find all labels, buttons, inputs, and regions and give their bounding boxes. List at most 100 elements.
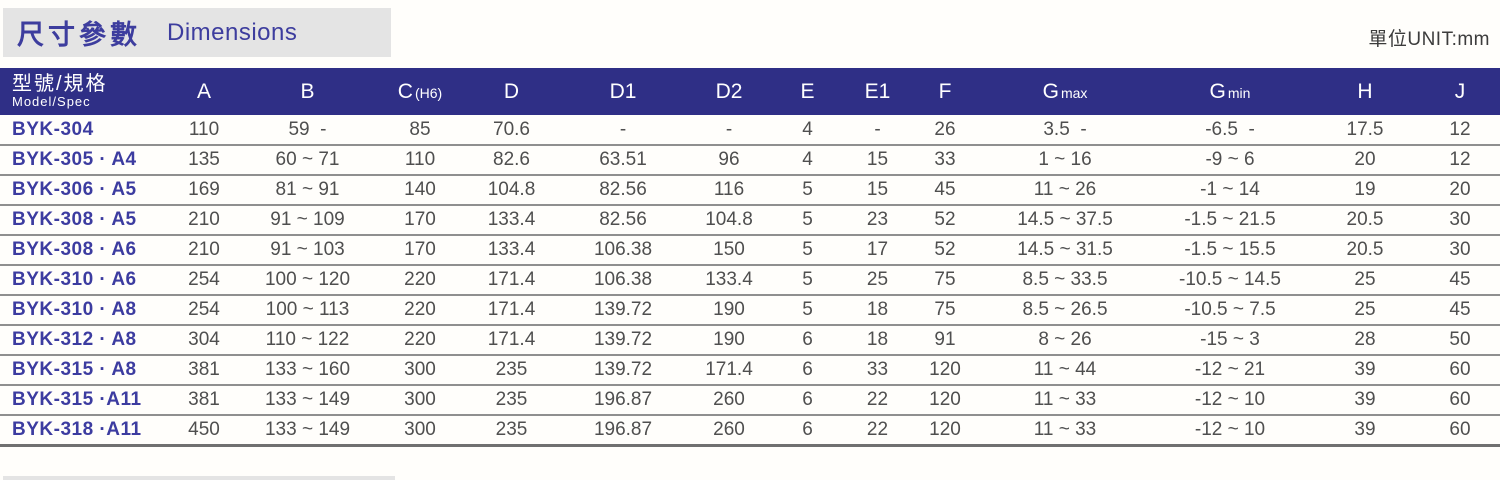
cell-C: 140 <box>375 175 465 206</box>
cell-A: 210 <box>168 205 240 236</box>
cell-D: 70.6 <box>465 115 558 146</box>
section-title-zh: 尺寸參數 <box>17 20 141 50</box>
cell-F: 75 <box>910 295 980 326</box>
column-header-J: J <box>1420 68 1500 115</box>
cell-D: 235 <box>465 415 558 447</box>
column-header-E1: E1 <box>845 68 910 115</box>
column-header-B: B <box>240 68 375 115</box>
cell-D1: - <box>558 115 688 146</box>
cell-B: 133 ~ 149 <box>240 385 375 416</box>
cell-Gmin: -6.5 - <box>1150 115 1310 146</box>
cell-H: 20.5 <box>1310 235 1420 266</box>
cell-E: 4 <box>770 115 845 146</box>
cell-H: 25 <box>1310 295 1420 326</box>
cell-J: 30 <box>1420 235 1500 266</box>
cell-J: 50 <box>1420 325 1500 356</box>
table-row: BYK-306 · A5 169 81 ~ 91 140 104.8 82.56 116 5 1… <box>0 175 1500 206</box>
cell-C: 300 <box>375 355 465 386</box>
cell-A: 210 <box>168 235 240 266</box>
model-cell: BYK-315 ·A11 <box>0 385 168 416</box>
column-header-model: 型號/規格 Model/Spec <box>0 68 168 115</box>
cell-B: 100 ~ 120 <box>240 265 375 296</box>
model-cell: BYK-308 · A6 <box>0 235 168 266</box>
cell-F: 75 <box>910 265 980 296</box>
cell-D2: 260 <box>688 385 770 416</box>
model-cell: BYK-315 · A8 <box>0 355 168 386</box>
table-row: BYK-315 · A8 381 133 ~ 160 300 235 139.72 171.… <box>0 355 1500 386</box>
cell-J: 45 <box>1420 265 1500 296</box>
cell-E1: 18 <box>845 295 910 326</box>
cell-C: 300 <box>375 385 465 416</box>
next-section-title-box <box>3 476 395 480</box>
section-title-box: 尺寸參數 Dimensions <box>3 8 391 57</box>
model-cell: BYK-318 ·A11 <box>0 415 168 447</box>
cell-J: 45 <box>1420 295 1500 326</box>
cell-D1: 82.56 <box>558 205 688 236</box>
cell-F: 45 <box>910 175 980 206</box>
cell-H: 39 <box>1310 355 1420 386</box>
cell-A: 254 <box>168 265 240 296</box>
cell-D1: 139.72 <box>558 325 688 356</box>
model-cell: BYK-312 · A8 <box>0 325 168 356</box>
cell-D2: 260 <box>688 415 770 447</box>
cell-E: 5 <box>770 265 845 296</box>
cell-B: 81 ~ 91 <box>240 175 375 206</box>
cell-D2: 104.8 <box>688 205 770 236</box>
cell-C: 220 <box>375 295 465 326</box>
cell-F: 26 <box>910 115 980 146</box>
cell-E1: 15 <box>845 145 910 176</box>
cell-Gmax: 11 ~ 33 <box>980 385 1150 416</box>
cell-E1: 22 <box>845 415 910 447</box>
cell-D: 171.4 <box>465 265 558 296</box>
cell-Gmax: 14.5 ~ 37.5 <box>980 205 1150 236</box>
cell-J: 12 <box>1420 145 1500 176</box>
cell-Gmax: 14.5 ~ 31.5 <box>980 235 1150 266</box>
cell-H: 20.5 <box>1310 205 1420 236</box>
cell-B: 133 ~ 149 <box>240 415 375 447</box>
table-row: BYK-318 ·A11 450 133 ~ 149 300 235 196.87 260 6… <box>0 415 1500 447</box>
cell-Gmin: -10.5 ~ 7.5 <box>1150 295 1310 326</box>
cell-J: 60 <box>1420 355 1500 386</box>
cell-Gmax: 11 ~ 33 <box>980 415 1150 447</box>
cell-C: 220 <box>375 265 465 296</box>
cell-F: 120 <box>910 385 980 416</box>
cell-C: 110 <box>375 145 465 176</box>
model-cell: BYK-310 · A8 <box>0 295 168 326</box>
cell-B: 91 ~ 109 <box>240 205 375 236</box>
cell-H: 17.5 <box>1310 115 1420 146</box>
model-cell: BYK-310 · A6 <box>0 265 168 296</box>
cell-H: 28 <box>1310 325 1420 356</box>
cell-D: 133.4 <box>465 205 558 236</box>
cell-D1: 63.51 <box>558 145 688 176</box>
table-row: BYK-310 · A6 254 100 ~ 120 220 171.4 106.38 13… <box>0 265 1500 296</box>
cell-E: 6 <box>770 355 845 386</box>
cell-E: 6 <box>770 415 845 447</box>
cell-H: 19 <box>1310 175 1420 206</box>
cell-B: 110 ~ 122 <box>240 325 375 356</box>
model-cell: BYK-304 <box>0 115 168 146</box>
cell-A: 381 <box>168 355 240 386</box>
cell-Gmin: -12 ~ 10 <box>1150 385 1310 416</box>
cell-B: 59 - <box>240 115 375 146</box>
cell-E1: 17 <box>845 235 910 266</box>
cell-E1: 22 <box>845 385 910 416</box>
cell-B: 60 ~ 71 <box>240 145 375 176</box>
cell-D: 171.4 <box>465 325 558 356</box>
column-header-D: D <box>465 68 558 115</box>
cell-E1: 25 <box>845 265 910 296</box>
cell-E: 6 <box>770 385 845 416</box>
model-cell: BYK-308 · A5 <box>0 205 168 236</box>
cell-Gmax: 11 ~ 26 <box>980 175 1150 206</box>
cell-B: 100 ~ 113 <box>240 295 375 326</box>
cell-H: 25 <box>1310 265 1420 296</box>
cell-D1: 106.38 <box>558 265 688 296</box>
cell-Gmin: -12 ~ 21 <box>1150 355 1310 386</box>
cell-D1: 139.72 <box>558 355 688 386</box>
cell-E: 4 <box>770 145 845 176</box>
column-header-F: F <box>910 68 980 115</box>
